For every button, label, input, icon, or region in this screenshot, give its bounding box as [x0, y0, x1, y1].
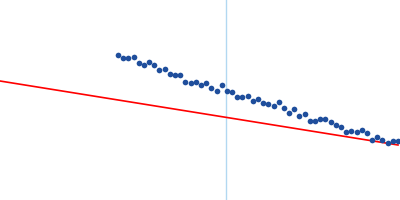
Point: [115, 53, 121, 56]
Point: [286, 111, 292, 114]
Point: [364, 132, 370, 135]
Point: [151, 64, 158, 67]
Point: [187, 82, 194, 85]
Point: [374, 135, 380, 138]
Point: [162, 68, 168, 71]
Point: [327, 121, 334, 124]
Point: [229, 90, 235, 93]
Point: [353, 131, 360, 134]
Point: [260, 102, 266, 105]
Point: [156, 69, 163, 72]
Point: [338, 125, 344, 128]
Point: [136, 62, 142, 65]
Point: [395, 140, 400, 143]
Point: [244, 95, 251, 98]
Point: [255, 97, 261, 101]
Point: [125, 56, 132, 59]
Point: [276, 100, 282, 103]
Point: [250, 100, 256, 103]
Point: [322, 118, 329, 121]
Point: [358, 128, 365, 131]
Point: [218, 83, 225, 86]
Point: [224, 89, 230, 92]
Point: [239, 95, 246, 98]
Point: [348, 130, 354, 133]
Point: [307, 120, 313, 123]
Point: [120, 56, 126, 60]
Point: [317, 117, 324, 121]
Point: [182, 81, 189, 84]
Point: [192, 80, 199, 84]
Point: [379, 139, 386, 142]
Point: [213, 89, 220, 92]
Point: [172, 74, 178, 77]
Point: [332, 123, 339, 126]
Point: [369, 139, 375, 142]
Point: [203, 81, 209, 84]
Point: [302, 113, 308, 116]
Point: [234, 96, 240, 99]
Point: [198, 83, 204, 86]
Point: [270, 105, 277, 108]
Point: [141, 63, 147, 66]
Point: [291, 108, 298, 111]
Point: [130, 55, 137, 59]
Point: [265, 102, 272, 106]
Point: [384, 141, 391, 144]
Point: [343, 130, 349, 133]
Point: [208, 86, 214, 89]
Point: [296, 115, 303, 118]
Point: [281, 107, 287, 110]
Point: [390, 139, 396, 142]
Point: [167, 72, 173, 75]
Point: [312, 120, 318, 123]
Point: [146, 60, 152, 63]
Point: [177, 73, 184, 77]
